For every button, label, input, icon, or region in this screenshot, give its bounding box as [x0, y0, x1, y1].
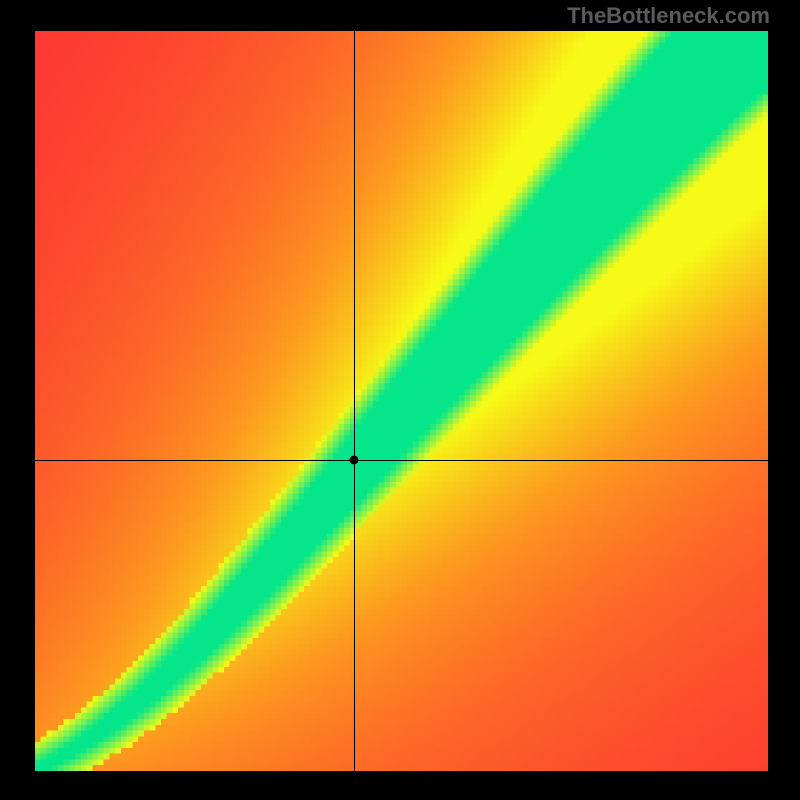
crosshair-marker — [349, 456, 358, 465]
chart-container: TheBottleneck.com — [0, 0, 800, 800]
watermark: TheBottleneck.com — [567, 3, 770, 29]
crosshair-horizontal — [35, 460, 768, 461]
crosshair-vertical — [354, 31, 355, 771]
heatmap-canvas — [35, 31, 768, 771]
